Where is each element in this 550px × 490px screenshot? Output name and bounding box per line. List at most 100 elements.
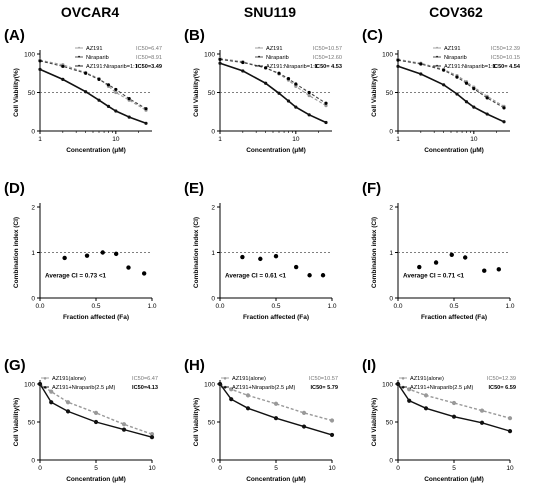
- y-tick-label: 0: [31, 296, 35, 303]
- panel-letter: (D): [4, 180, 25, 197]
- series-line: [219, 62, 327, 124]
- ci-point: [141, 271, 147, 276]
- series-point: [407, 387, 412, 392]
- series-point: [245, 393, 251, 398]
- series-line: [219, 383, 333, 436]
- panel-g: (G) 0 50 100 0 5 10 Concentration (μM) Cell Viab…: [4, 357, 158, 483]
- series-line: [39, 383, 153, 438]
- series-point: [273, 401, 279, 406]
- legend-marker: •: [436, 46, 438, 52]
- series-point: [61, 77, 65, 82]
- legend-ic50: IC50=12.60: [313, 55, 342, 61]
- legend-label: Niraparib: [444, 55, 467, 61]
- legend-ic50: IC50=4.13: [132, 385, 158, 391]
- panel-letter: (E): [184, 180, 204, 197]
- legend-ic50: IC50=12.39: [487, 376, 516, 382]
- series-point: [485, 112, 489, 116]
- legend-marker: •: [258, 55, 260, 61]
- legend-marker: •: [258, 46, 260, 52]
- series-point: [472, 105, 476, 109]
- series-point: [277, 91, 281, 95]
- legend-label: AZ191+Niraparib(2.5 μM): [410, 385, 474, 391]
- panel-e: (E) 0 1 2 0.0 0.5 1.0 Fraction affected (Fa) Com…: [184, 180, 337, 321]
- average-ci-annotation: Average CI = 0.71 <1: [403, 273, 465, 280]
- column-title-ovcar4: OVCAR4: [61, 4, 120, 20]
- x-tick-label: 10: [506, 465, 514, 472]
- y-axis-label: Combination index (CI): [13, 217, 20, 288]
- x-tick-label: 0.5: [449, 303, 458, 310]
- y-axis-label: Cell Viability(%): [13, 398, 20, 447]
- x-tick-label: 10: [112, 136, 120, 143]
- series-point: [93, 410, 99, 415]
- x-axis-label: Fraction affected (Fa): [421, 314, 487, 321]
- ci-point: [273, 253, 279, 259]
- series-point: [264, 66, 268, 70]
- series-point: [84, 71, 88, 75]
- series-point: [329, 432, 335, 438]
- x-axis-label: Fraction affected (Fa): [63, 314, 129, 321]
- series-point: [451, 414, 457, 419]
- y-tick-label: 0: [211, 129, 215, 136]
- series-point: [419, 62, 423, 66]
- series-point: [49, 400, 54, 405]
- legend-label: AZ191: [86, 46, 102, 52]
- legend-marker: ●: [401, 385, 405, 391]
- y-tick-label: 1: [389, 250, 393, 257]
- panel-letter: (B): [184, 27, 205, 44]
- legend-label: AZ191(alone): [52, 376, 86, 382]
- y-tick-label: 2: [31, 205, 35, 212]
- x-axis-label: Concentration (μM): [66, 147, 126, 154]
- y-tick-label: 0: [389, 129, 393, 136]
- ci-point: [320, 273, 326, 278]
- legend-marker: •: [78, 55, 80, 61]
- x-tick-label: 1.0: [147, 303, 156, 310]
- panel-b: (B) 0 50 100 1 10 Concentration (μM) Cell Viabi…: [184, 27, 342, 154]
- ci-point: [449, 252, 454, 257]
- series-point: [324, 101, 328, 105]
- legend-ic50: IC50=6.47: [132, 376, 158, 382]
- series-point: [218, 57, 222, 61]
- ci-point: [258, 256, 263, 262]
- x-tick-label: 5: [274, 465, 278, 472]
- series-line: [397, 59, 505, 109]
- series-point: [38, 67, 42, 71]
- legend-label: AZ191+Niraparib(2.5 μM): [52, 385, 116, 391]
- series-line: [39, 383, 153, 435]
- series-point: [419, 72, 423, 76]
- x-axis-label: Concentration (μM): [66, 476, 126, 483]
- legend-marker: ●: [43, 385, 47, 391]
- y-tick-label: 100: [382, 52, 393, 59]
- series-point: [121, 422, 127, 427]
- series-point: [423, 406, 429, 411]
- series-point: [144, 121, 148, 125]
- y-tick-label: 50: [386, 420, 394, 427]
- ci-point: [463, 255, 468, 260]
- x-tick-label: 1: [218, 136, 222, 143]
- series-point: [114, 90, 118, 95]
- y-tick-label: 50: [386, 90, 394, 97]
- y-tick-label: 1: [211, 250, 215, 257]
- column-title-cov362: COV362: [429, 4, 483, 20]
- y-axis-label: Combination index (CI): [193, 217, 200, 288]
- series-point: [464, 100, 469, 104]
- series-point: [479, 420, 485, 425]
- series-point: [502, 120, 506, 124]
- series-line: [397, 65, 505, 123]
- x-tick-label: 0.5: [271, 303, 280, 310]
- legend-ic50: IC50=6.47: [136, 46, 162, 52]
- series-point: [324, 120, 328, 125]
- legend-label: Niraparib: [86, 55, 109, 61]
- legend-label: AZ191(alone): [232, 376, 266, 382]
- series-point: [286, 99, 291, 103]
- legend-ic50: IC50=3.49: [136, 64, 162, 70]
- series-point: [241, 60, 245, 65]
- legend-marker: ●: [223, 376, 227, 382]
- y-tick-label: 50: [208, 90, 216, 97]
- x-tick-label: 0: [218, 465, 222, 472]
- series-point: [114, 87, 118, 92]
- y-axis-label: Cell Viability(%): [13, 68, 20, 117]
- y-tick-label: 2: [389, 205, 393, 212]
- legend-label: AZ191(alone): [410, 376, 444, 382]
- legend-ic50: IC50= 4.53: [314, 64, 342, 70]
